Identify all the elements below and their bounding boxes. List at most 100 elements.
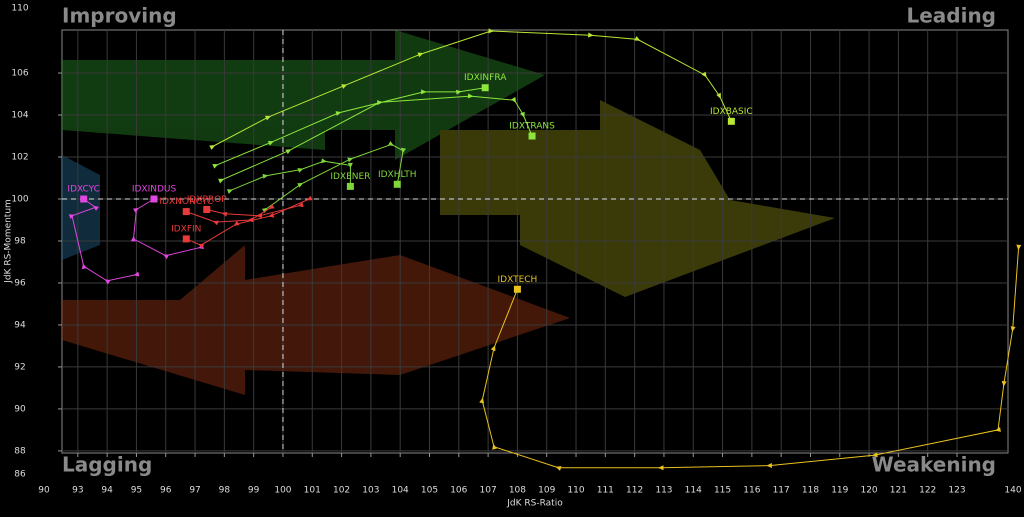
tail-line <box>206 204 301 217</box>
x-tick-label: 94 <box>101 486 113 496</box>
x-tick-label: 112 <box>626 486 643 496</box>
improving-arrow <box>62 30 545 160</box>
x-tick-label: 101 <box>304 486 321 496</box>
tail-line <box>265 143 404 210</box>
x-tick-label: 122 <box>919 486 936 496</box>
tail-marker <box>262 173 269 179</box>
y-tick-label: 88 <box>14 446 26 456</box>
tail-marker <box>587 32 594 38</box>
series-label: IDXNONCYC <box>159 197 213 207</box>
series-label: IDXTRANS <box>509 122 555 132</box>
y-tick-label: 106 <box>11 69 28 79</box>
x-tick-label: 96 <box>160 486 172 496</box>
x-tick-label: 116 <box>743 486 760 496</box>
series-label: IDXINFRA <box>464 73 507 83</box>
x-tick-label: 98 <box>219 486 231 496</box>
tail-marker <box>198 243 205 249</box>
head-marker <box>513 285 521 293</box>
y-tick-label: 102 <box>11 153 28 163</box>
tail-marker <box>92 205 99 211</box>
series-label: IDXBASIC <box>710 107 753 117</box>
tail-marker <box>306 195 313 201</box>
x-tick-label: 93 <box>72 486 83 496</box>
tail-marker <box>68 214 75 219</box>
tail-marker <box>265 115 272 121</box>
y-tick-label: 98 <box>14 236 26 246</box>
x-tick-label: 107 <box>480 486 497 496</box>
tail-marker <box>297 168 304 173</box>
tail-marker <box>634 36 641 41</box>
tail-marker <box>261 207 268 213</box>
tail-marker <box>995 426 1001 432</box>
series-label: IDXHLTH <box>378 170 417 180</box>
tail-marker <box>321 158 327 164</box>
tail-line <box>186 206 272 223</box>
tail-marker <box>268 212 275 218</box>
head-marker <box>80 195 88 203</box>
tail-marker <box>209 145 216 150</box>
x-tick-label: 110 <box>567 486 584 496</box>
head-marker <box>346 182 354 190</box>
series-label: IDXFIN <box>171 224 201 234</box>
tail-marker <box>335 111 342 116</box>
x-tick-label: 102 <box>333 486 350 496</box>
series-label: IDXTECH <box>498 275 538 285</box>
tail-marker <box>81 263 87 270</box>
tail-marker <box>133 271 140 277</box>
x-tick-label: 123 <box>948 486 965 496</box>
x-tick-label: 99 <box>248 486 260 496</box>
head-marker <box>203 205 211 213</box>
tail-marker <box>247 217 254 223</box>
series-label: IDXENER <box>330 172 370 182</box>
tail-marker <box>488 28 494 34</box>
tail-marker <box>555 466 562 471</box>
y-tick-label: 90 <box>14 404 26 414</box>
y-tick-label: 100 <box>11 194 28 204</box>
tail-marker <box>401 147 406 154</box>
y-break-label: 86 <box>14 470 26 480</box>
tail-marker <box>267 141 274 146</box>
tail-marker <box>104 279 111 285</box>
x-break-label: 140 <box>1004 486 1021 496</box>
x-tick-label: 97 <box>189 486 200 496</box>
x-tick-label: 108 <box>509 486 526 496</box>
y-tick-label: 96 <box>14 278 26 288</box>
tail-marker <box>226 189 233 194</box>
tail-marker <box>297 202 304 208</box>
head-marker <box>481 84 489 92</box>
tail-marker <box>766 463 772 469</box>
head-marker <box>182 208 190 216</box>
y-tick-label: 104 <box>11 111 28 121</box>
x-break-label: 90 <box>38 486 50 496</box>
tail-marker <box>285 149 292 155</box>
quadrant-label: Weakening <box>872 453 996 477</box>
x-tick-label: 106 <box>450 486 467 496</box>
tail-marker <box>511 96 517 103</box>
tail-marker <box>256 213 263 219</box>
x-tick-label: 103 <box>362 486 379 496</box>
y-tick-label: 94 <box>14 320 26 330</box>
tail-marker <box>233 220 240 226</box>
tail-marker <box>479 397 485 404</box>
series-label: IDXCYC <box>67 184 100 194</box>
tail-marker <box>1001 380 1007 387</box>
tail-marker <box>490 345 496 352</box>
y-axis-title: JdK RS-Momentum <box>4 199 14 284</box>
tail-marker <box>417 52 424 58</box>
x-tick-label: 111 <box>597 486 614 496</box>
x-tick-label: 114 <box>685 486 702 496</box>
x-tick-label: 113 <box>655 486 672 496</box>
series-label: IDXPROP <box>187 195 228 205</box>
x-tick-label: 104 <box>392 486 409 496</box>
tail-marker <box>341 84 348 89</box>
lagging-arrow-blue <box>62 155 100 260</box>
tail-marker <box>218 178 225 184</box>
tail-marker <box>658 465 664 471</box>
quadrant-label: Improving <box>62 4 177 28</box>
tail-marker <box>492 443 498 450</box>
tail-marker <box>421 89 427 95</box>
tail-marker <box>716 92 721 99</box>
tail-line <box>212 30 732 147</box>
head-marker <box>528 132 536 140</box>
tail-marker <box>132 207 139 213</box>
